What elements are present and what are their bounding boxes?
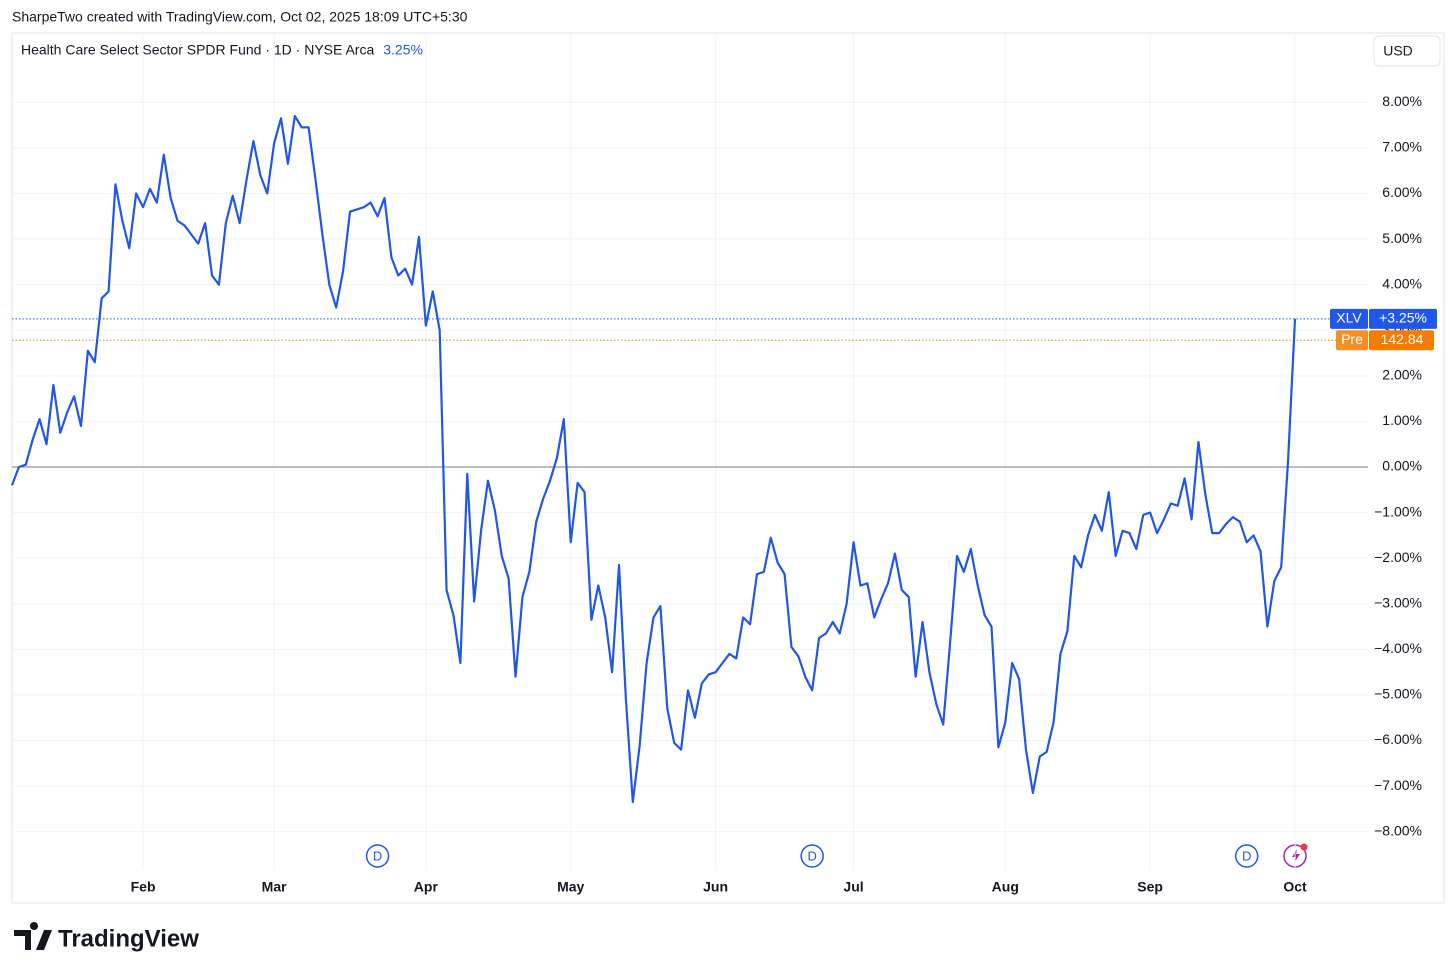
y-tick-label: 0.00%: [1382, 458, 1422, 474]
event-label: D: [1242, 848, 1251, 863]
caption: SharpeTwo created with TradingView.com, …: [12, 9, 468, 25]
y-tick-label: −4.00%: [1374, 640, 1422, 656]
currency-label[interactable]: USD: [1383, 43, 1413, 59]
x-tick-label: Apr: [414, 879, 439, 895]
event-label: D: [807, 848, 816, 863]
pre-value-box: [1369, 330, 1434, 351]
y-tick-label: 8.00%: [1382, 93, 1422, 109]
x-tick-label: Mar: [262, 879, 287, 895]
legend-change: 3.25%: [383, 42, 423, 58]
legend-title: Health Care Select Sector SPDR Fund · 1D…: [21, 42, 374, 58]
y-tick-label: −6.00%: [1374, 731, 1422, 747]
event-circle: [365, 844, 390, 868]
x-tick-label: Sep: [1137, 879, 1163, 895]
y-tick-label: −5.00%: [1374, 686, 1422, 702]
y-tick-label: −2.00%: [1374, 549, 1422, 565]
event-circle: [800, 844, 824, 868]
y-tick-label: 6.00%: [1382, 184, 1422, 200]
y-tick-label: −7.00%: [1374, 777, 1422, 793]
brand: TradingView: [58, 925, 199, 952]
chart-frame: [11, 32, 1445, 904]
pre-name-box: [1336, 330, 1368, 351]
y-tick-label: −1.00%: [1374, 503, 1422, 519]
x-tick-label: May: [557, 879, 584, 895]
x-tick-label: Oct: [1283, 879, 1307, 895]
series-name-box: [1330, 308, 1368, 329]
y-tick-label: −3.00%: [1374, 594, 1422, 610]
pre-name: Pre: [1341, 331, 1363, 347]
y-tick-label: 4.00%: [1382, 275, 1422, 291]
event-circle: [1234, 844, 1259, 868]
y-tick-label: 2.00%: [1382, 367, 1422, 383]
last-value-box: [1369, 308, 1437, 329]
earnings-icon: [1283, 843, 1308, 868]
pre-value: 142.84: [1381, 331, 1424, 347]
x-tick-label: Jun: [703, 879, 728, 895]
y-tick-label: 7.00%: [1382, 139, 1422, 155]
series-name: XLV: [1336, 310, 1362, 326]
currency-button[interactable]: [1373, 35, 1441, 67]
price-line: [10, 114, 1297, 804]
event-label: D: [373, 848, 382, 863]
last-value-label: +3.25%: [1379, 310, 1427, 326]
earnings-dot: [1300, 843, 1308, 851]
brand-logo: TradingView: [14, 921, 199, 952]
x-tick-label: Jul: [843, 879, 863, 895]
earnings-bolt: [1292, 849, 1300, 863]
y-tick-label: 1.00%: [1382, 412, 1422, 428]
y-tick-label: 5.00%: [1382, 230, 1422, 246]
y-tick-label: −8.00%: [1374, 822, 1422, 838]
x-tick-label: Aug: [992, 879, 1019, 895]
logo-mark: [14, 921, 52, 950]
x-tick-label: Feb: [131, 879, 156, 895]
